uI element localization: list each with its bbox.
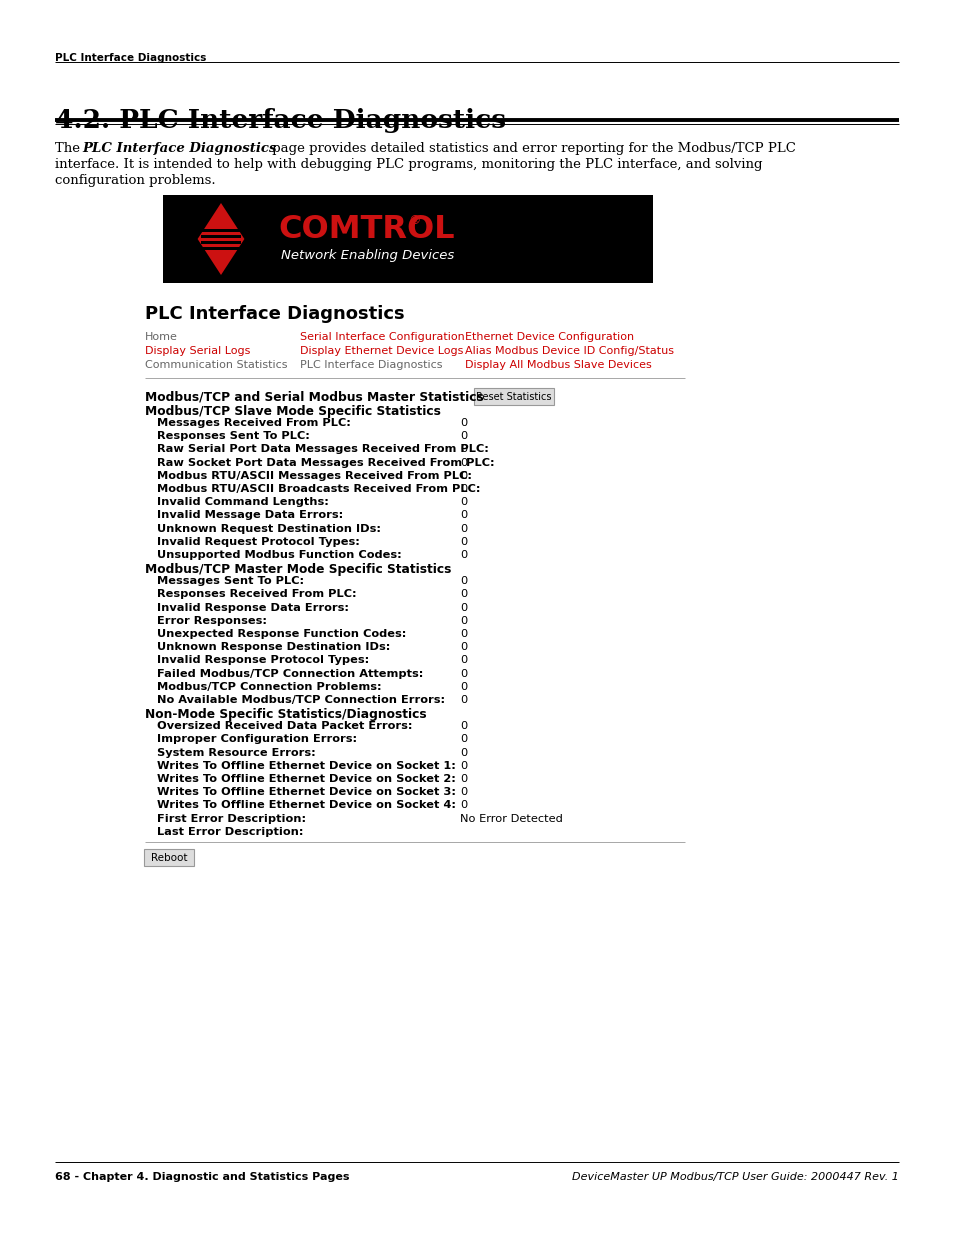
Text: 0: 0 [459,603,467,613]
Text: System Resource Errors:: System Resource Errors: [157,747,315,757]
Text: Reset Statistics: Reset Statistics [476,391,551,403]
Text: Messages Sent To PLC:: Messages Sent To PLC: [157,577,304,587]
Text: Writes To Offline Ethernet Device on Socket 2:: Writes To Offline Ethernet Device on Soc… [157,774,456,784]
Text: Unsupported Modbus Function Codes:: Unsupported Modbus Function Codes: [157,550,401,559]
Text: 0: 0 [459,642,467,652]
FancyBboxPatch shape [474,388,554,405]
Text: Invalid Response Data Errors:: Invalid Response Data Errors: [157,603,349,613]
Text: Display All Modbus Slave Devices: Display All Modbus Slave Devices [464,359,651,370]
Text: Reboot: Reboot [151,853,187,863]
Text: 0: 0 [459,445,467,454]
Text: 0: 0 [459,656,467,666]
Text: Network Enabling Devices: Network Enabling Devices [281,248,454,262]
Text: page provides detailed statistics and error reporting for the Modbus/TCP PLC: page provides detailed statistics and er… [268,142,795,156]
Text: 0: 0 [459,589,467,599]
Text: Modbus/TCP Master Mode Specific Statistics: Modbus/TCP Master Mode Specific Statisti… [145,563,451,577]
Text: configuration problems.: configuration problems. [55,174,215,186]
Text: Invalid Response Protocol Types:: Invalid Response Protocol Types: [157,656,369,666]
Text: Modbus RTU/ASCII Broadcasts Received From PLC:: Modbus RTU/ASCII Broadcasts Received Fro… [157,484,480,494]
Text: 0: 0 [459,458,467,468]
FancyBboxPatch shape [144,848,193,866]
Text: No Error Detected: No Error Detected [459,814,562,824]
Text: Non-Mode Specific Statistics/Diagnostics: Non-Mode Specific Statistics/Diagnostics [145,708,426,721]
Text: Communication Statistics: Communication Statistics [145,359,287,370]
Bar [201,235,240,238]
Bar [201,228,240,232]
Text: Improper Configuration Errors:: Improper Configuration Errors: [157,735,356,745]
Text: Responses Received From PLC:: Responses Received From PLC: [157,589,356,599]
Text: 0: 0 [459,668,467,678]
Text: Alias Modbus Device ID Config/Status: Alias Modbus Device ID Config/Status [464,346,673,356]
Text: Writes To Offline Ethernet Device on Socket 3:: Writes To Offline Ethernet Device on Soc… [157,787,456,798]
Text: Ethernet Device Configuration: Ethernet Device Configuration [464,332,634,342]
Text: ®: ® [408,215,420,227]
Text: Raw Serial Port Data Messages Received From PLC:: Raw Serial Port Data Messages Received F… [157,445,488,454]
Text: 0: 0 [459,484,467,494]
Text: Modbus RTU/ASCII Messages Received From PLC:: Modbus RTU/ASCII Messages Received From … [157,471,472,480]
Text: Home: Home [145,332,177,342]
Text: Display Ethernet Device Logs: Display Ethernet Device Logs [299,346,463,356]
Text: 0: 0 [459,510,467,520]
Text: Oversized Received Data Packet Errors:: Oversized Received Data Packet Errors: [157,721,412,731]
Text: 0: 0 [459,761,467,771]
Text: Responses Sent To PLC:: Responses Sent To PLC: [157,431,310,441]
Polygon shape [197,203,244,275]
Text: 0: 0 [459,577,467,587]
Text: DeviceMaster UP Modbus/TCP User Guide: 2000447 Rev. 1: DeviceMaster UP Modbus/TCP User Guide: 2… [572,1172,898,1182]
Text: First Error Description:: First Error Description: [157,814,306,824]
Text: PLC Interface Diagnostics: PLC Interface Diagnostics [82,142,276,156]
Text: 0: 0 [459,550,467,559]
Text: 0: 0 [459,735,467,745]
Text: The: The [55,142,84,156]
Text: Last Error Description:: Last Error Description: [157,826,303,837]
Text: 0: 0 [459,616,467,626]
Bar [201,241,240,245]
Text: 0: 0 [459,537,467,547]
Text: 4.2. PLC Interface Diagnostics: 4.2. PLC Interface Diagnostics [55,107,506,133]
Text: Error Responses:: Error Responses: [157,616,267,626]
Text: No Available Modbus/TCP Connection Errors:: No Available Modbus/TCP Connection Error… [157,695,445,705]
Text: Modbus/TCP and Serial Modbus Master Statistics: Modbus/TCP and Serial Modbus Master Stat… [145,391,483,404]
Text: Serial Interface Configuration: Serial Interface Configuration [299,332,464,342]
FancyBboxPatch shape [163,195,652,283]
Text: Unknown Response Destination IDs:: Unknown Response Destination IDs: [157,642,390,652]
Text: Unknown Request Destination IDs:: Unknown Request Destination IDs: [157,524,380,534]
Text: Invalid Request Protocol Types:: Invalid Request Protocol Types: [157,537,359,547]
Text: 0: 0 [459,787,467,798]
Text: 0: 0 [459,498,467,508]
Text: 0: 0 [459,431,467,441]
Text: Failed Modbus/TCP Connection Attempts:: Failed Modbus/TCP Connection Attempts: [157,668,423,678]
Text: PLC Interface Diagnostics: PLC Interface Diagnostics [145,305,404,324]
Text: Raw Socket Port Data Messages Received From PLC:: Raw Socket Port Data Messages Received F… [157,458,494,468]
Text: 0: 0 [459,417,467,429]
Bar [201,247,240,249]
Text: 0: 0 [459,800,467,810]
Text: 0: 0 [459,471,467,480]
Text: Modbus/TCP Slave Mode Specific Statistics: Modbus/TCP Slave Mode Specific Statistic… [145,405,440,417]
Text: Writes To Offline Ethernet Device on Socket 4:: Writes To Offline Ethernet Device on Soc… [157,800,456,810]
Text: PLC Interface Diagnostics: PLC Interface Diagnostics [299,359,442,370]
Text: Unexpected Response Function Codes:: Unexpected Response Function Codes: [157,629,406,638]
Text: 0: 0 [459,747,467,757]
Text: Writes To Offline Ethernet Device on Socket 1:: Writes To Offline Ethernet Device on Soc… [157,761,456,771]
Text: Modbus/TCP Connection Problems:: Modbus/TCP Connection Problems: [157,682,381,692]
Text: 0: 0 [459,629,467,638]
Text: interface. It is intended to help with debugging PLC programs, monitoring the PL: interface. It is intended to help with d… [55,158,761,170]
Text: Display Serial Logs: Display Serial Logs [145,346,250,356]
Text: Invalid Message Data Errors:: Invalid Message Data Errors: [157,510,343,520]
Text: COMTROL: COMTROL [277,214,455,245]
Text: 68 - Chapter 4. Diagnostic and Statistics Pages: 68 - Chapter 4. Diagnostic and Statistic… [55,1172,349,1182]
Text: PLC Interface Diagnostics: PLC Interface Diagnostics [55,53,206,63]
Text: 0: 0 [459,524,467,534]
Text: 0: 0 [459,721,467,731]
Text: 0: 0 [459,695,467,705]
Text: 0: 0 [459,774,467,784]
Text: Messages Received From PLC:: Messages Received From PLC: [157,417,351,429]
Text: 0: 0 [459,682,467,692]
Text: Invalid Command Lengths:: Invalid Command Lengths: [157,498,329,508]
